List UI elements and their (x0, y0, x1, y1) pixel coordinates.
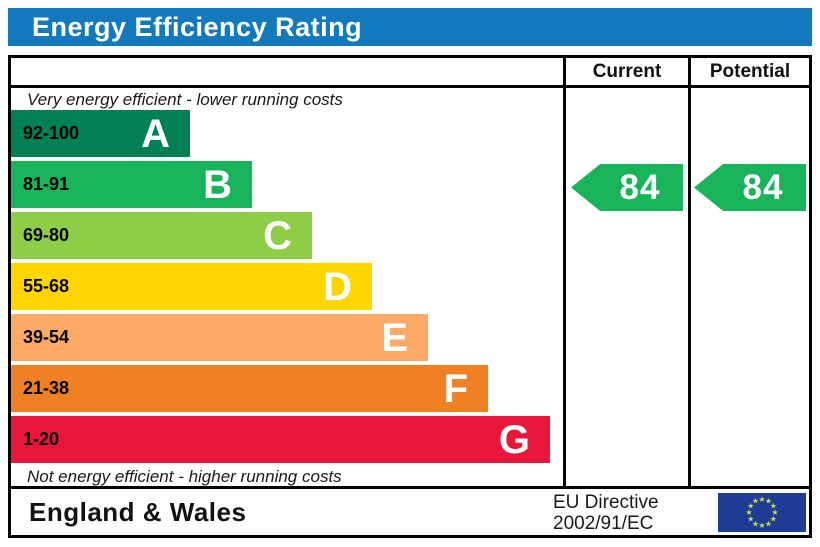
band-e-grade: E (381, 315, 408, 360)
band-b: 81-91 B (11, 161, 252, 208)
svg-text:★: ★ (771, 508, 778, 517)
svg-text:★: ★ (765, 497, 772, 506)
band-d: 55-68 D (11, 263, 372, 310)
current-rating-cell: 84 (563, 88, 688, 486)
potential-rating-value: 84 (742, 167, 784, 207)
chart-area: Very energy efficient - lower running co… (11, 88, 563, 486)
band-c-range: 69-80 (23, 225, 70, 245)
svg-text:★: ★ (770, 515, 777, 524)
current-rating-arrow: 84 (571, 164, 683, 211)
band-a-grade: A (141, 111, 170, 156)
eu-flag-icon: ★ ★ ★ ★ ★ ★ ★ ★ ★ ★ ★ ★ (718, 493, 806, 532)
band-g-grade: G (498, 417, 530, 462)
page-title: Energy Efficiency Rating (32, 11, 363, 42)
svg-text:★: ★ (745, 508, 752, 517)
svg-text:★: ★ (752, 519, 759, 528)
potential-column-header: Potential (688, 58, 809, 85)
region-label: England & Wales (29, 496, 247, 527)
header-spacer-cell (11, 58, 563, 85)
band-b-range: 81-91 (23, 174, 70, 194)
svg-text:★: ★ (770, 502, 777, 511)
table-body-row: Very energy efficient - lower running co… (11, 88, 809, 486)
band-d-range: 55-68 (23, 276, 70, 296)
title-bar: Energy Efficiency Rating (8, 8, 812, 46)
rating-bands: 92-100 A 81-91 B 69-80 C 55-68 D 39-54 (11, 110, 563, 463)
band-a-range: 92-100 (23, 123, 80, 143)
band-e-range: 39-54 (23, 327, 70, 347)
svg-text:★: ★ (758, 495, 765, 504)
caption-bottom: Not energy efficient - higher running co… (27, 467, 342, 486)
svg-text:★: ★ (758, 521, 765, 530)
band-c-grade: C (263, 213, 292, 258)
band-c: 69-80 C (11, 212, 312, 259)
band-b-grade: B (203, 162, 232, 207)
svg-text:★: ★ (747, 502, 754, 511)
footer: England & Wales EU Directive 2002/91/EC … (11, 486, 809, 535)
band-d-grade: D (323, 264, 352, 309)
eu-directive-line2: 2002/91/EC (553, 513, 654, 534)
current-rating-value: 84 (619, 167, 661, 207)
table-header-row: Current Potential (11, 58, 809, 88)
eu-directive-line1: EU Directive (553, 492, 659, 513)
eu-directive-label: EU Directive 2002/91/EC (553, 492, 659, 534)
band-f: 21-38 F (11, 365, 488, 412)
band-f-range: 21-38 (23, 378, 70, 398)
rating-table: Current Potential Very energy efficient … (8, 55, 812, 538)
band-g: 1-20 G (11, 416, 550, 463)
svg-text:★: ★ (752, 497, 759, 506)
band-e: 39-54 E (11, 314, 428, 361)
band-a: 92-100 A (11, 110, 190, 157)
current-column-header: Current (563, 58, 688, 85)
caption-top: Very energy efficient - lower running co… (27, 90, 343, 109)
band-f-grade: F (443, 366, 468, 411)
svg-text:★: ★ (747, 515, 754, 524)
potential-rating-arrow: 84 (694, 164, 806, 211)
potential-rating-cell: 84 (688, 88, 809, 486)
svg-text:★: ★ (765, 519, 772, 528)
band-g-range: 1-20 (23, 429, 60, 449)
